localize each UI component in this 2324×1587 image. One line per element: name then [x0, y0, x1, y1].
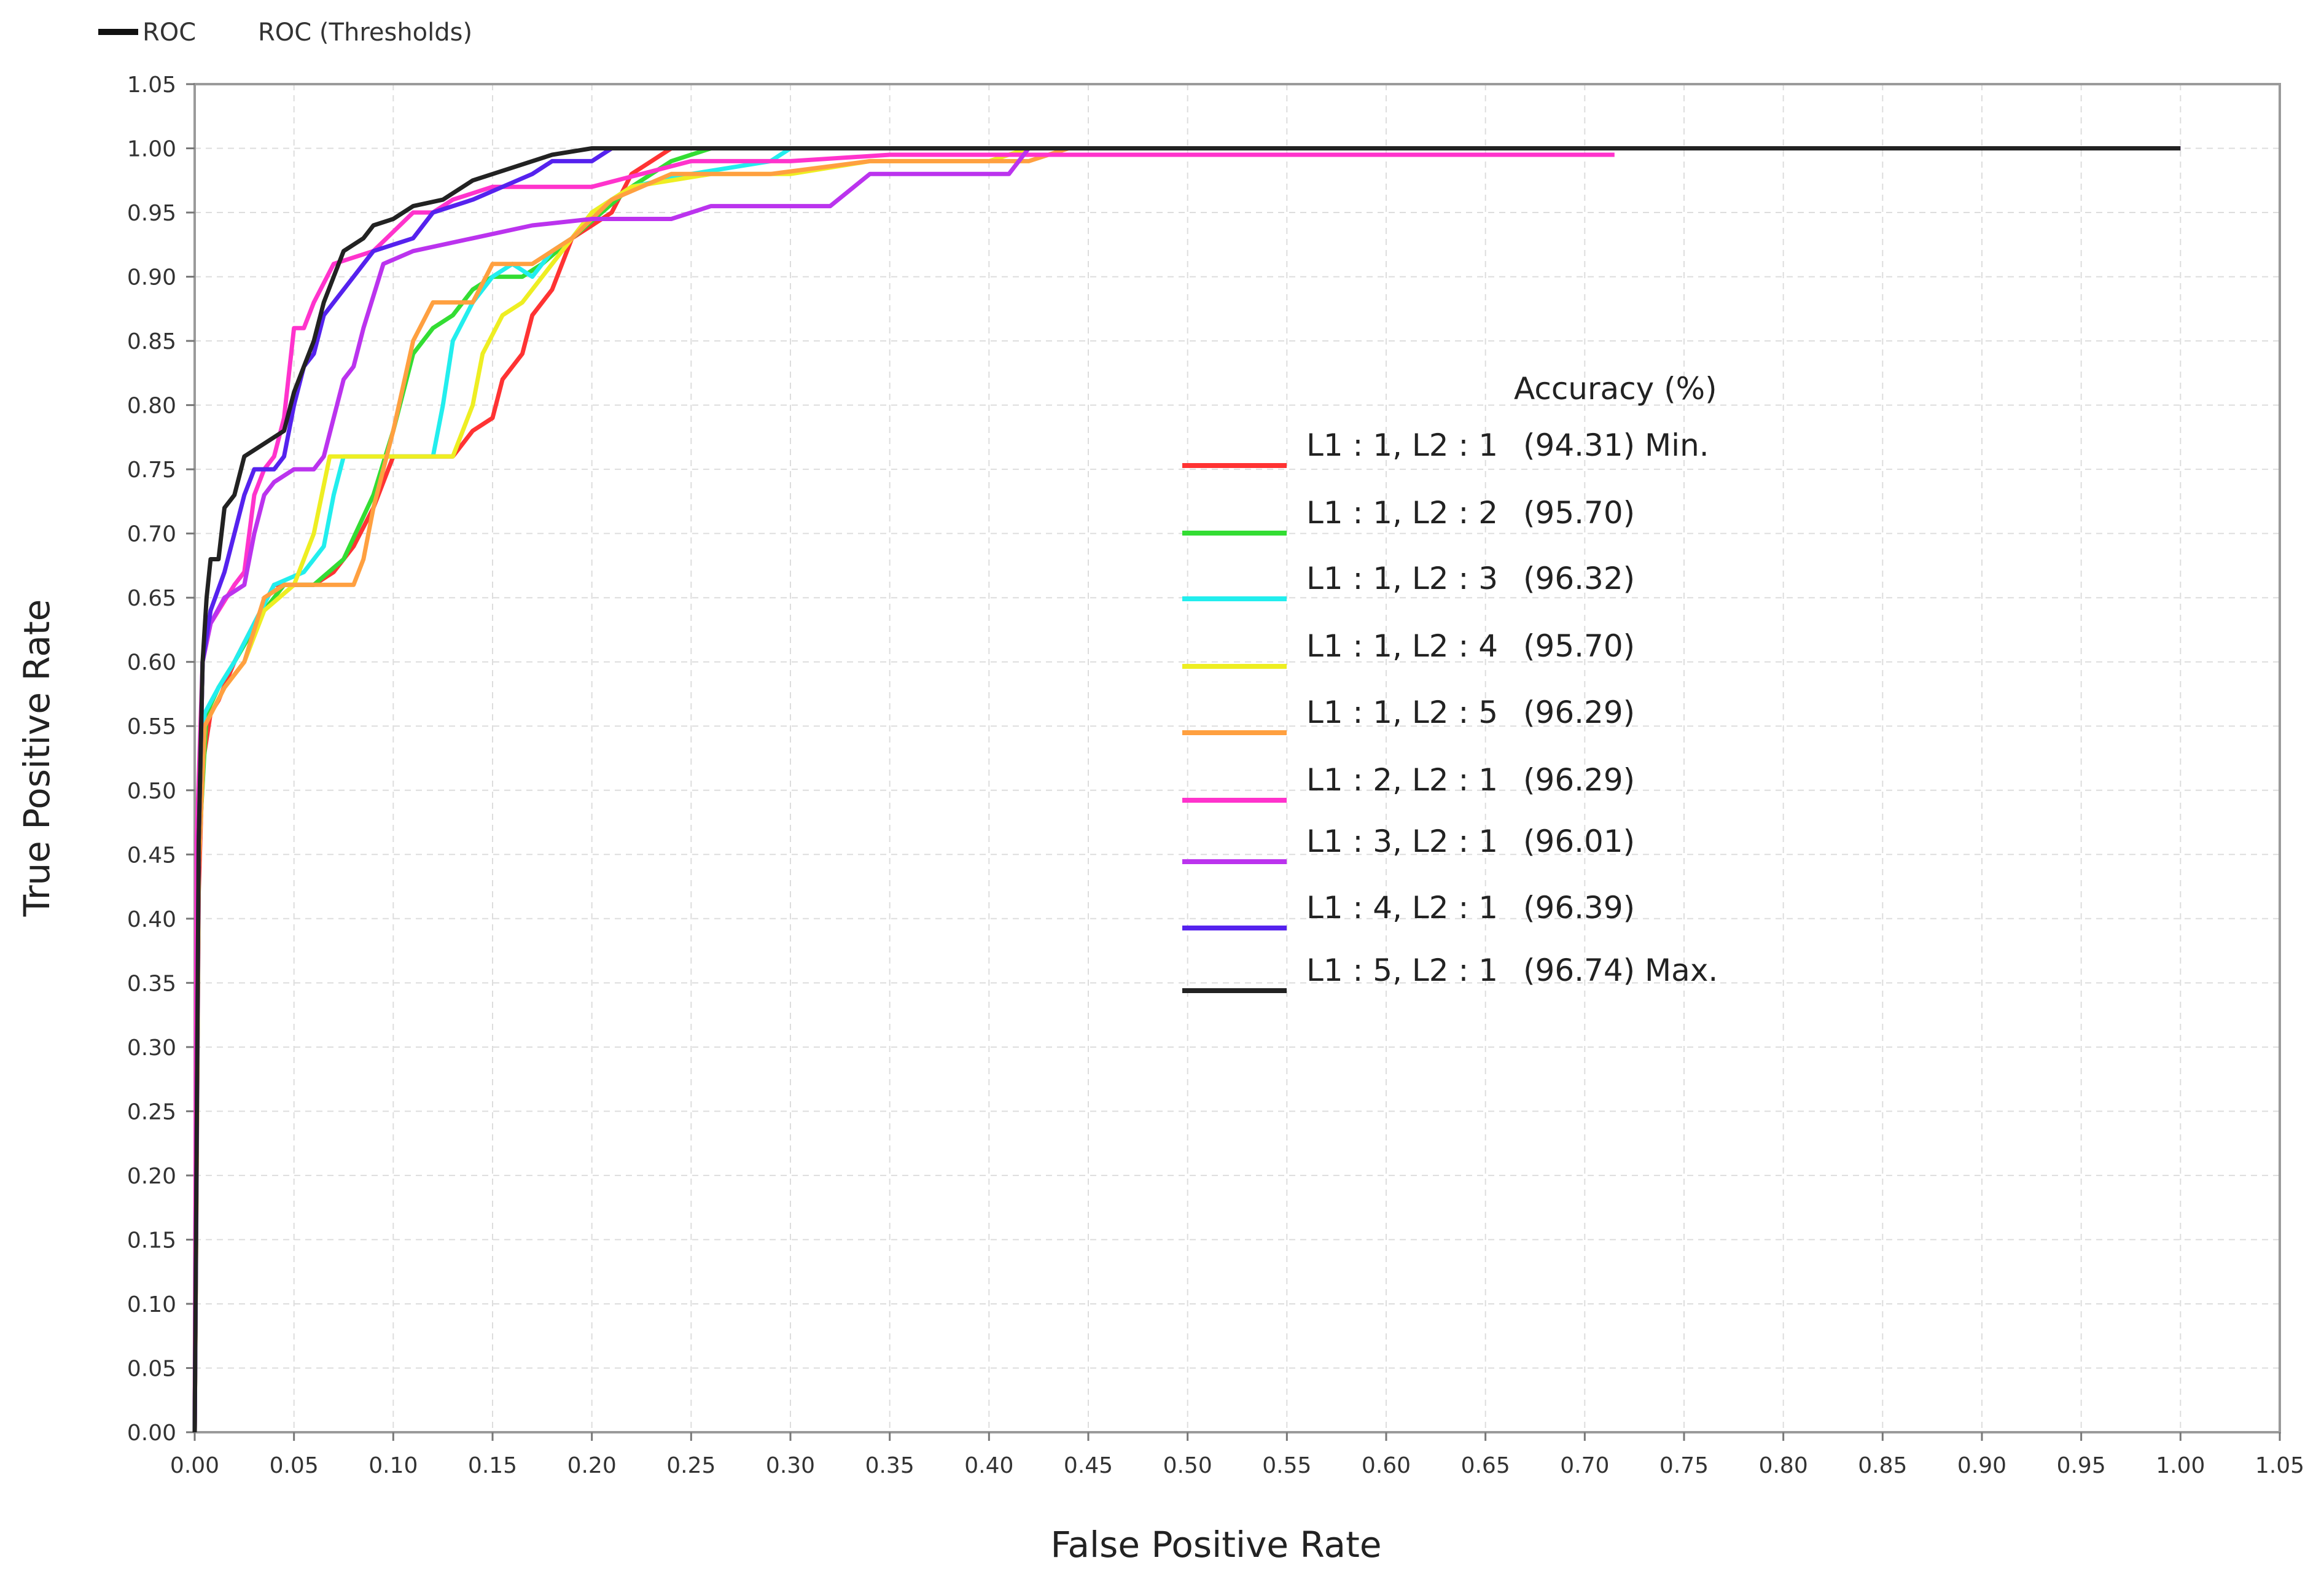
legend-series-name: L1 : 1, L2 : 2: [1306, 495, 1498, 531]
legend-series-name: L1 : 5, L2 : 1: [1306, 953, 1498, 988]
series-line-9: [192, 146, 2181, 1433]
x-tick-label: 0.60: [1362, 1453, 1411, 1478]
x-axis-label: False Positive Rate: [1050, 1524, 1381, 1566]
series-line-5: [192, 146, 2181, 1433]
x-tick-label: 0.90: [1957, 1453, 2006, 1478]
x-tick-label: 0.45: [1064, 1453, 1113, 1478]
y-tick-label: 0.80: [127, 394, 176, 419]
x-tick-label: 0.20: [567, 1453, 617, 1478]
legend-series-accuracy: (96.74) Max.: [1523, 953, 1718, 988]
x-tick-label: 1.00: [2156, 1453, 2205, 1478]
legend-series-accuracy: (96.39): [1523, 890, 1635, 926]
legend-series-name: L1 : 1, L2 : 4: [1306, 628, 1498, 664]
y-tick-label: 0.90: [127, 265, 176, 290]
legend-series-accuracy: (96.29): [1523, 695, 1635, 730]
x-tick-label: 0.65: [1461, 1453, 1510, 1478]
legend-series-accuracy: (94.31) Min.: [1523, 427, 1709, 463]
legend-series-name: L1 : 1, L2 : 3: [1306, 561, 1498, 596]
x-tick-label: 0.80: [1759, 1453, 1808, 1478]
x-axis: 0.00 0.05 0.10 0.15 0.20 0.25 0.30 0.35 0.40 0.45…: [170, 1432, 2304, 1478]
x-tick-label: 0.05: [270, 1453, 319, 1478]
y-tick-label: 0.55: [127, 714, 176, 739]
x-tick-label: 0.15: [468, 1453, 517, 1478]
y-tick-label: 0.40: [127, 907, 176, 932]
legend-series-name: L1 : 2, L2 : 1: [1306, 762, 1498, 798]
x-tick-label: 0.85: [1858, 1453, 1907, 1478]
legend-series-name: L1 : 3, L2 : 1: [1306, 824, 1498, 859]
y-axis: 0.00 0.05 0.10 0.15 0.20 0.25 0.30 0.35 0.40 0.45…: [127, 72, 195, 1446]
x-tick-label: 0.50: [1163, 1453, 1212, 1478]
legend-series-accuracy: (96.01): [1523, 824, 1635, 859]
x-tick-label: 0.70: [1560, 1453, 1609, 1478]
x-tick-label: 0.35: [865, 1453, 914, 1478]
y-axis-label: True Positive Rate: [16, 599, 58, 918]
y-tick-label: 1.05: [127, 72, 176, 98]
legend-series-name: L1 : 1, L2 : 5: [1306, 695, 1498, 730]
x-tick-label: 0.25: [666, 1453, 716, 1478]
y-tick-label: 1.00: [127, 137, 176, 162]
y-tick-label: 0.30: [127, 1035, 176, 1061]
legend-series-accuracy: (95.70): [1523, 495, 1635, 531]
x-tick-label: 1.05: [2255, 1453, 2304, 1478]
legend: Accuracy (%) L1 : 1, L2 : 1 (94.31) Min.L…: [1182, 371, 1718, 993]
top-legend-roc-label: ROC: [142, 18, 196, 47]
x-tick-label: 0.55: [1262, 1453, 1311, 1478]
legend-items: L1 : 1, L2 : 1 (94.31) Min. L1 : 1, L2 : 2…: [1182, 427, 1718, 993]
series-line-8: [192, 146, 2181, 1433]
y-tick-label: 0.05: [127, 1356, 176, 1381]
y-tick-label: 0.85: [127, 329, 176, 354]
y-tick-label: 0.25: [127, 1099, 176, 1125]
series-line-7: [192, 146, 2181, 1433]
legend-series-accuracy: (96.32): [1523, 561, 1635, 596]
plot-frame: [193, 83, 2281, 1433]
y-tick-label: 0.20: [127, 1164, 176, 1189]
y-tick-label: 0.95: [127, 201, 176, 226]
x-tick-label: 0.95: [2057, 1453, 2106, 1478]
y-tick-label: 0.45: [127, 843, 176, 868]
y-tick-label: 0.15: [127, 1228, 176, 1253]
y-tick-label: 0.60: [127, 650, 176, 676]
y-tick-label: 0.35: [127, 971, 176, 996]
x-tick-label: 0.40: [964, 1453, 1013, 1478]
top-legend: ROC ROC (Thresholds): [98, 18, 472, 47]
legend-series-name: L1 : 1, L2 : 1: [1306, 427, 1498, 463]
top-legend-thresholds-label: ROC (Thresholds): [258, 18, 472, 47]
y-tick-label: 0.10: [127, 1292, 176, 1317]
y-tick-label: 0.65: [127, 586, 176, 611]
y-tick-label: 0.75: [127, 458, 176, 483]
legend-series-accuracy: (95.70): [1523, 628, 1635, 664]
legend-title: Accuracy (%): [1514, 371, 1717, 407]
x-tick-label: 0.75: [1659, 1453, 1709, 1478]
legend-series-accuracy: (96.29): [1523, 762, 1635, 798]
series-lines: [192, 146, 2181, 1433]
x-tick-label: 0.30: [766, 1453, 815, 1478]
y-tick-label: 0.00: [127, 1421, 176, 1446]
y-tick-label: 0.70: [127, 522, 176, 547]
y-tick-label: 0.50: [127, 779, 176, 804]
x-tick-label: 0.10: [368, 1453, 418, 1478]
x-tick-label: 0.00: [170, 1453, 219, 1478]
legend-series-name: L1 : 4, L2 : 1: [1306, 890, 1498, 926]
